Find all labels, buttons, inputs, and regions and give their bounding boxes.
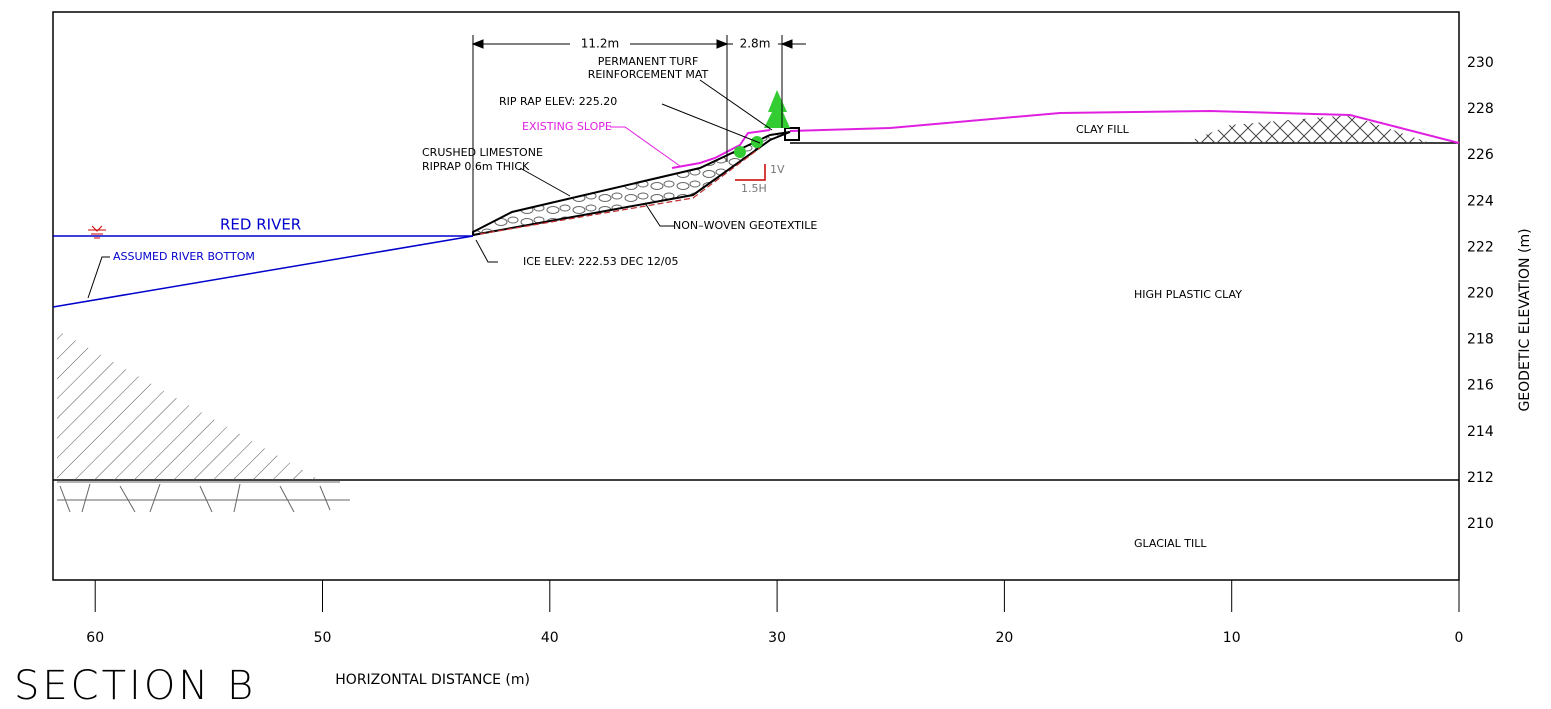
annotation: RED RIVER xyxy=(220,216,301,234)
annotation: EXISTING SLOPE xyxy=(522,120,612,133)
x-tick-label: 20 xyxy=(995,630,1013,646)
till-symbol xyxy=(57,481,350,513)
dim-label: 2.8m xyxy=(740,37,771,51)
y-tick-label: 216 xyxy=(1467,378,1494,394)
annotation: 1V xyxy=(770,163,785,176)
x-tick-label: 10 xyxy=(1223,630,1241,646)
annotation: HIGH PLASTIC CLAY xyxy=(1134,288,1242,301)
annotation: ICE ELEV: 222.53 DEC 12/05 xyxy=(523,255,679,268)
frame xyxy=(52,11,1460,581)
x-axis-label: HORIZONTAL DISTANCE (m) xyxy=(335,672,530,688)
section-title: SECTION B xyxy=(14,663,256,709)
x-tick-label: 40 xyxy=(541,630,559,646)
x-tick-label: 50 xyxy=(314,630,332,646)
y-tick-label: 220 xyxy=(1467,286,1494,302)
annotation: RIP RAP ELEV: 225.20 xyxy=(499,95,617,108)
y-tick-label: 226 xyxy=(1467,147,1494,163)
annotation: CLAY FILL xyxy=(1076,123,1130,136)
clay-crosshatch xyxy=(1185,115,1430,143)
geotextile xyxy=(479,147,761,235)
x-tick-label: 60 xyxy=(86,630,104,646)
annotation: ASSUMED RIVER BOTTOM xyxy=(113,250,255,263)
x-tick-label: 30 xyxy=(768,630,786,646)
y-tick-label: 212 xyxy=(1467,470,1494,486)
x-tick-label: 0 xyxy=(1455,630,1464,646)
annotation: CRUSHED LIMESTONE xyxy=(422,146,543,159)
river-bottom xyxy=(52,235,474,308)
annotation: RIPRAP 0.6m THICK xyxy=(422,160,530,173)
existing-ground xyxy=(789,109,1460,144)
water-symbol xyxy=(88,225,106,239)
anchor xyxy=(784,127,800,141)
y-tick-label: 210 xyxy=(1467,516,1494,532)
annotation: 1.5H xyxy=(741,182,767,195)
annotation: PERMANENT TURF xyxy=(598,55,699,68)
y-axis-label: GEODETIC ELEVATION (m) xyxy=(1517,228,1533,411)
hatch-area xyxy=(57,330,320,480)
y-tick-label: 222 xyxy=(1467,239,1494,255)
annotation: NON–WOVEN GEOTEXTILE xyxy=(673,219,817,232)
annotation: GLACIAL TILL xyxy=(1134,537,1207,550)
vegetation xyxy=(734,90,790,158)
y-tick-label: 228 xyxy=(1467,101,1494,117)
annotation: REINFORCEMENT MAT xyxy=(588,68,709,81)
y-tick-label: 214 xyxy=(1467,424,1494,440)
y-tick-label: 218 xyxy=(1467,332,1494,348)
y-tick-label: 224 xyxy=(1467,193,1494,209)
riprap xyxy=(472,131,791,237)
leaders xyxy=(87,79,773,299)
y-tick-label: 230 xyxy=(1467,55,1494,71)
dim-label: 11.2m xyxy=(581,37,619,51)
